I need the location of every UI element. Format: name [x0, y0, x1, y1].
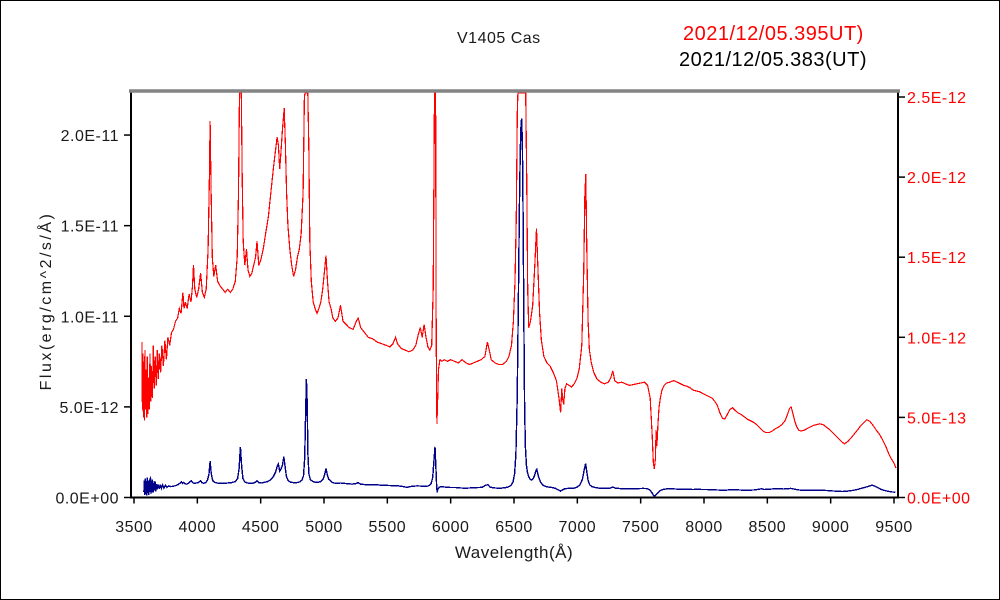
x-tick-label: 4000 — [179, 519, 217, 536]
y-right-tick-label: 0.0E+00 — [907, 491, 971, 508]
y-right-tick-label: 1.0E-12 — [907, 330, 967, 347]
x-axis-title: Wavelength(Å) — [454, 543, 574, 562]
y-left-tick-label: 1.5E-11 — [61, 219, 119, 236]
y-left-tick-label: 2.0E-11 — [61, 128, 119, 145]
legend-entry-red: 2021/12/05.395UT) — [683, 23, 864, 45]
x-tick-label: 6000 — [432, 519, 470, 536]
x-tick-label: 5000 — [305, 519, 343, 536]
y-left-tick-label: 0.0E+00 — [55, 491, 119, 508]
y-left-tick-label: 1.0E-11 — [61, 309, 119, 326]
red-spectrum-line — [141, 92, 897, 469]
x-tick-label: 7500 — [622, 519, 660, 536]
x-tick-label: 7000 — [559, 519, 597, 536]
x-tick-label: 4500 — [242, 519, 280, 536]
y-left-tick-label: 5.0E-12 — [59, 400, 119, 417]
chart-title: V1405 Cas — [457, 30, 541, 47]
x-tick-label: 9000 — [812, 519, 850, 536]
y-right-tick-label: 5.0E-13 — [907, 410, 967, 427]
x-tick-label: 8000 — [685, 519, 723, 536]
y-right-tick-label: 2.5E-12 — [907, 90, 967, 107]
x-tick-label: 6500 — [495, 519, 533, 536]
blue-spectrum-line — [143, 118, 896, 498]
legend-entry-black: 2021/12/05.383(UT) — [679, 49, 868, 71]
x-tick-label: 3500 — [115, 519, 153, 536]
x-tick-label: 5500 — [369, 519, 407, 536]
x-tick-label: 9500 — [875, 519, 913, 536]
y-right-tick-label: 2.0E-12 — [907, 170, 967, 187]
x-tick-label: 8500 — [749, 519, 787, 536]
y-right-tick-label: 1.5E-12 — [907, 250, 967, 267]
